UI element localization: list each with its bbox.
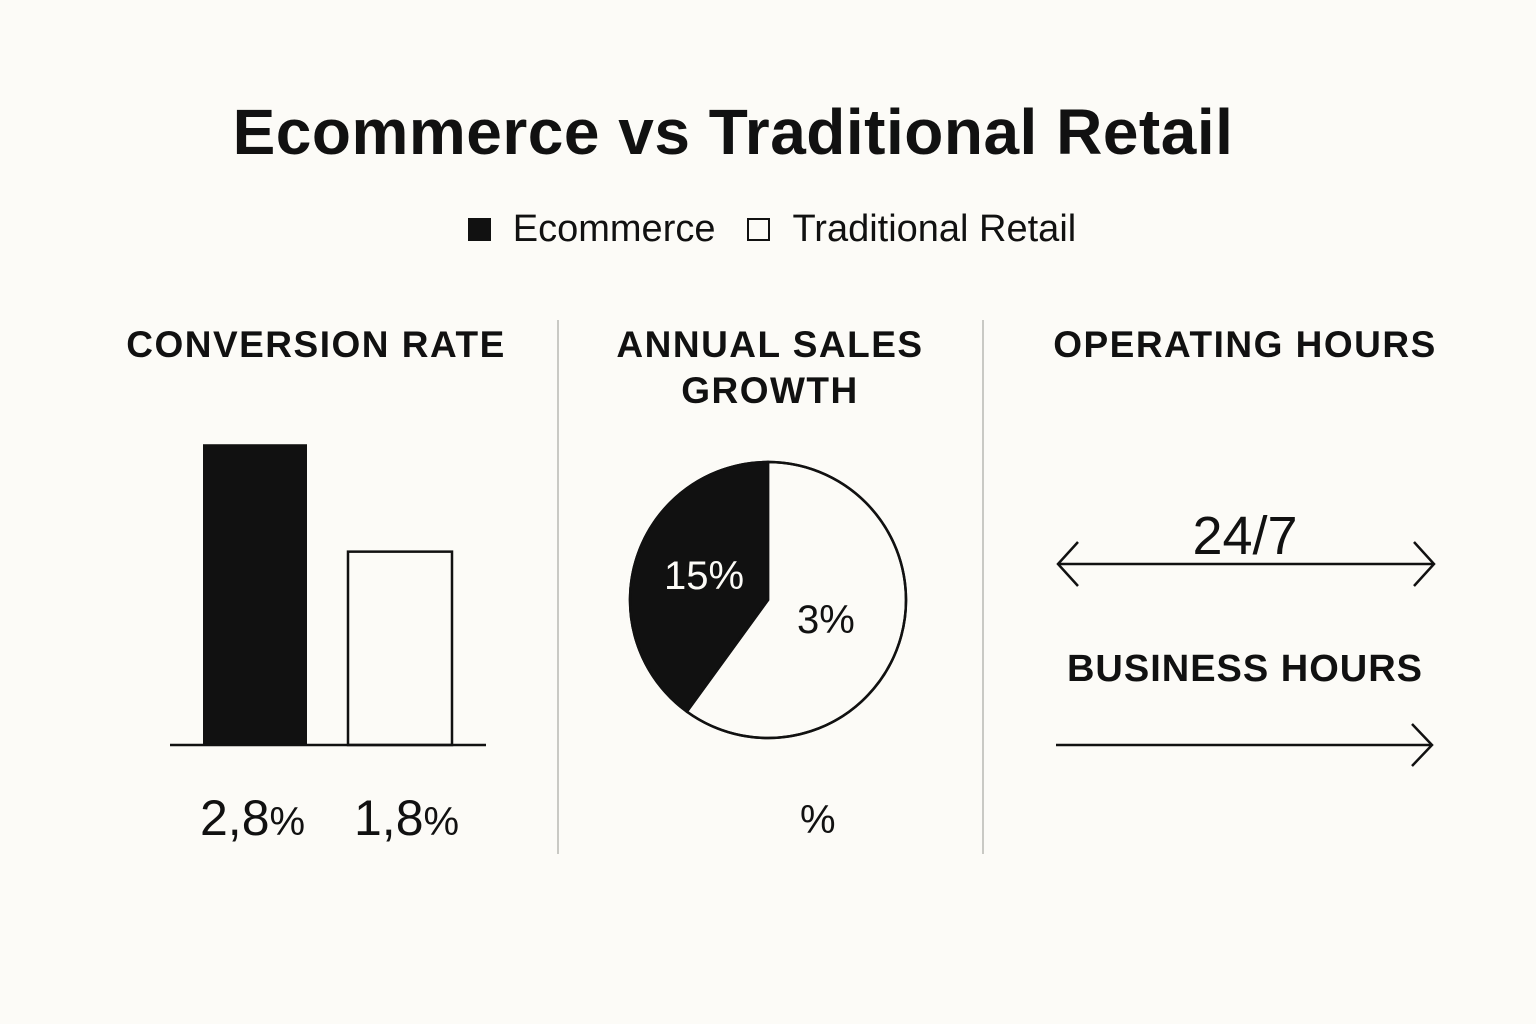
bar-value-unit: % [423,800,460,844]
bar-value: 2,8 [200,790,270,846]
panel-divider [982,320,984,854]
bar-value-label-ecommerce: 2,8% [200,788,305,852]
legend-label: Ecommerce [512,208,716,250]
title-line: GROWTH [681,370,859,411]
legend-item-ecommerce: Ecommerce [467,206,716,252]
ecommerce-hours-label: 24/7 [1192,506,1298,566]
operating-hours-title: OPERATING HOURS [1053,324,1437,365]
pie-slice-label-traditional: 3% [797,598,855,642]
annual-sales-growth-title: ANNUAL SALES GROWTH [575,322,965,414]
title-line: ANNUAL SALES [616,324,924,365]
pie-slice-label-ecommerce: 15% [664,554,745,598]
bar-traditional-retail [346,550,454,747]
panel-divider [557,320,559,854]
pie-footer-label: % [800,798,836,842]
traditional-hours-label: BUSINESS HOURS [1066,648,1424,690]
legend: Ecommerce Traditional Retail [0,206,1536,252]
conversion-rate-title: CONVERSION RATE [126,324,506,365]
legend-swatch-outline [747,217,771,241]
legend-label: Traditional Retail [792,208,1077,250]
bar-ecommerce [203,444,307,745]
single-arrow-icon [1056,723,1434,767]
bar-value-label-traditional: 1,8% [354,788,459,852]
legend-swatch-filled [467,217,491,241]
bar-value-unit: % [269,800,306,844]
legend-item-traditional-retail: Traditional Retail [747,206,1076,252]
chart-title: Ecommerce vs Traditional Retail [232,96,1234,168]
pie-outline [628,460,908,740]
bar-value: 1,8 [354,790,424,846]
